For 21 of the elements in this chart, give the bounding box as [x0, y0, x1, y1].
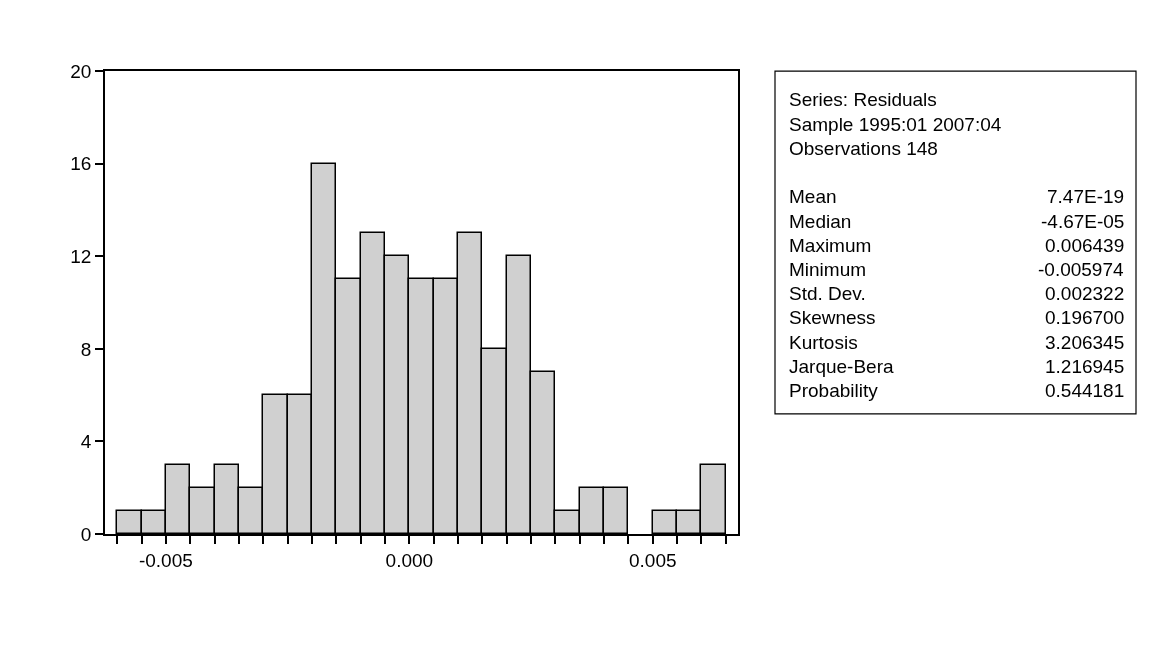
- x-tick-label: 0.000: [385, 549, 434, 571]
- x-tick-label: 0.005: [629, 549, 677, 571]
- y-tick-label: 12: [70, 245, 92, 267]
- y-tick-label: 16: [70, 153, 92, 175]
- text: Median -4.67E-05: [789, 211, 1125, 232]
- x-tick-label: -0.005: [138, 549, 193, 571]
- text: Jarque-Bera 1.216945: [789, 356, 1125, 377]
- text: Probability 0.544181: [789, 380, 1125, 401]
- text: Sample 1995:01 2007:04: [789, 114, 1002, 135]
- y-tick-label: 0: [80, 523, 92, 545]
- text: Std. Dev. 0.002322: [789, 283, 1125, 304]
- y-tick-label: 20: [70, 60, 92, 82]
- y-tick-label: 8: [80, 338, 92, 360]
- text: Maximum 0.006439: [789, 235, 1125, 256]
- text: Observations 148: [789, 138, 938, 159]
- y-tick-label: 4: [80, 431, 92, 453]
- text: Mean 7.47E-19: [789, 186, 1125, 207]
- text: Series: Residuals: [789, 89, 937, 110]
- text: Kurtosis 3.206345: [789, 332, 1125, 353]
- text: Minimum -0.005974: [789, 259, 1124, 280]
- text: Skewness 0.196700: [789, 307, 1125, 328]
